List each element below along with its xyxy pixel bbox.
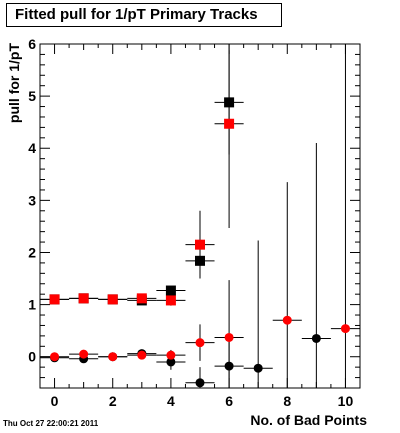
- x-tick-label: 2: [109, 393, 117, 409]
- y-tick-label: 2: [28, 244, 36, 260]
- data-point-square: [49, 294, 60, 305]
- data-point-square: [78, 293, 89, 304]
- y-tick-label: 3: [28, 192, 36, 208]
- data-point-square: [165, 285, 176, 296]
- data-point-circle: [195, 378, 205, 388]
- data-point-circle: [340, 324, 350, 334]
- y-tick-label: 6: [28, 36, 36, 52]
- data-point-circle: [166, 357, 176, 367]
- data-point-square: [136, 293, 147, 304]
- data-point-square: [224, 118, 235, 129]
- data-point-circle: [195, 338, 205, 348]
- data-point-square: [165, 295, 176, 306]
- data-point-circle: [253, 363, 263, 373]
- x-tick-label: 8: [283, 393, 291, 409]
- data-point-circle: [137, 350, 147, 360]
- x-tick-label: 10: [338, 393, 354, 409]
- data-point-square: [195, 239, 205, 250]
- x-axis-label: No. of Bad Points: [250, 412, 367, 428]
- x-tick-label: 4: [167, 393, 175, 409]
- timestamp: Thu Oct 27 22:00:21 2011: [3, 419, 99, 428]
- y-tick-label: 1: [28, 297, 36, 313]
- data-point-square: [107, 294, 118, 305]
- data-point-circle: [311, 333, 321, 343]
- chart-title: Fitted pull for 1/pT Primary Tracks: [6, 3, 282, 27]
- data-point-circle: [50, 352, 60, 362]
- y-tick-label: 0: [28, 349, 36, 365]
- y-tick-label: 5: [28, 88, 36, 104]
- x-tick-label: 0: [51, 393, 59, 409]
- y-tick-label: 4: [28, 140, 36, 156]
- data-point-circle: [166, 350, 176, 360]
- data-point-circle: [224, 332, 234, 342]
- data-point-circle: [282, 315, 292, 325]
- data-point-circle: [108, 352, 118, 362]
- x-tick-label: 6: [225, 393, 233, 409]
- data-point-circle: [79, 349, 89, 359]
